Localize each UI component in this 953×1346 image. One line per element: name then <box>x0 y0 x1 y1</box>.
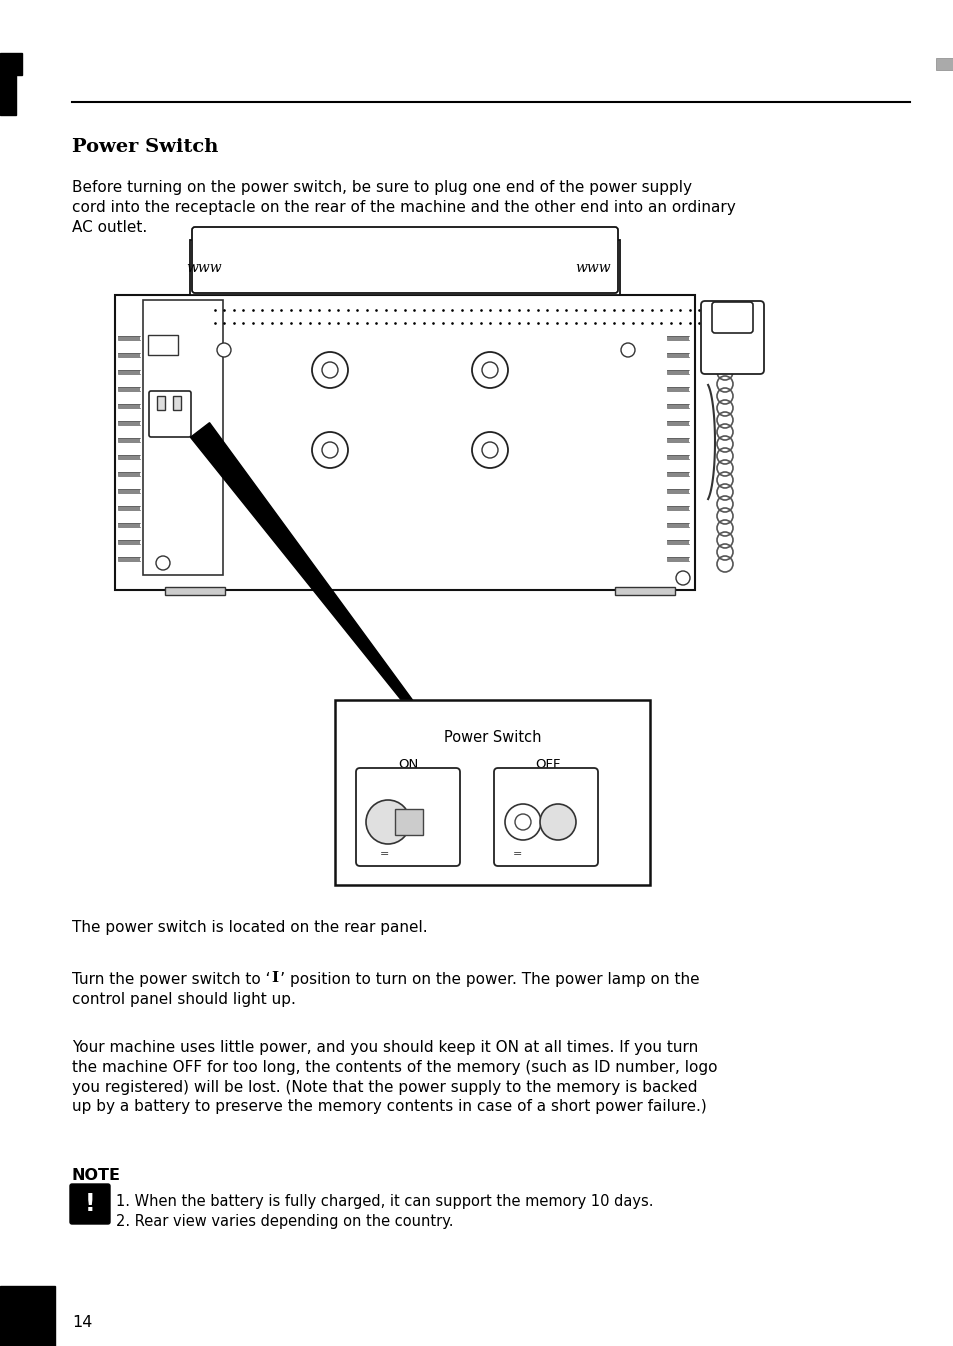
Bar <box>666 370 688 374</box>
Text: The power switch is located on the rear panel.: The power switch is located on the rear … <box>71 921 427 935</box>
Text: Turn the power switch to ‘  ’ position to turn on the power. The power lamp on t: Turn the power switch to ‘ ’ position to… <box>71 972 699 1007</box>
Text: www: www <box>575 261 610 275</box>
Bar <box>118 404 140 408</box>
Bar <box>395 809 422 835</box>
Circle shape <box>676 571 689 586</box>
Text: Your machine uses little power, and you should keep it ON at all times. If you t: Your machine uses little power, and you … <box>71 1040 717 1114</box>
FancyBboxPatch shape <box>192 227 618 293</box>
Bar <box>118 370 140 374</box>
Text: NOTE: NOTE <box>71 1168 121 1183</box>
Text: 1. When the battery is fully charged, it can support the memory 10 days.: 1. When the battery is fully charged, it… <box>116 1194 653 1209</box>
Circle shape <box>472 353 507 388</box>
Text: ON: ON <box>397 758 417 771</box>
Bar <box>148 335 178 355</box>
Bar <box>666 353 688 357</box>
FancyBboxPatch shape <box>711 302 752 332</box>
Text: I: I <box>271 970 278 985</box>
Circle shape <box>481 441 497 458</box>
Bar <box>0 61 16 114</box>
Bar <box>115 295 695 590</box>
FancyBboxPatch shape <box>700 302 763 374</box>
Polygon shape <box>191 423 433 732</box>
Bar <box>118 388 140 390</box>
Bar <box>118 557 140 561</box>
Bar <box>0 52 22 75</box>
Bar <box>118 472 140 476</box>
Bar <box>118 437 140 441</box>
Bar <box>666 489 688 493</box>
Bar <box>666 506 688 510</box>
Bar <box>118 455 140 459</box>
Bar <box>172 396 181 411</box>
Text: OFF: OFF <box>535 758 560 771</box>
Circle shape <box>515 814 531 830</box>
Bar <box>666 336 688 341</box>
Circle shape <box>472 432 507 468</box>
Bar <box>157 396 165 411</box>
FancyBboxPatch shape <box>70 1184 110 1224</box>
Text: =: = <box>513 849 522 859</box>
Bar <box>666 404 688 408</box>
Bar <box>666 421 688 425</box>
Bar <box>143 300 223 575</box>
Circle shape <box>620 343 635 357</box>
Text: 2. Rear view varies depending on the country.: 2. Rear view varies depending on the cou… <box>116 1214 453 1229</box>
Circle shape <box>539 804 576 840</box>
Bar <box>666 557 688 561</box>
Bar <box>666 437 688 441</box>
Text: !: ! <box>85 1193 95 1215</box>
Text: 14: 14 <box>71 1315 92 1330</box>
Circle shape <box>322 362 337 378</box>
Circle shape <box>504 804 540 840</box>
Bar <box>118 540 140 544</box>
Bar <box>190 240 619 295</box>
Text: =: = <box>379 849 389 859</box>
Bar <box>118 336 140 341</box>
Bar <box>118 489 140 493</box>
Text: Power Switch: Power Switch <box>71 139 218 156</box>
Bar <box>118 353 140 357</box>
Circle shape <box>322 441 337 458</box>
Circle shape <box>216 343 231 357</box>
Bar <box>0 1285 55 1346</box>
Circle shape <box>481 362 497 378</box>
Text: Before turning on the power switch, be sure to plug one end of the power supply
: Before turning on the power switch, be s… <box>71 180 735 234</box>
Bar <box>165 587 225 595</box>
Bar <box>118 506 140 510</box>
Circle shape <box>312 353 348 388</box>
Bar <box>935 58 953 70</box>
Bar <box>666 524 688 528</box>
Text: www: www <box>186 261 221 275</box>
Bar <box>118 524 140 528</box>
Bar <box>335 700 649 886</box>
Circle shape <box>366 800 410 844</box>
Circle shape <box>312 432 348 468</box>
Bar <box>666 388 688 390</box>
Bar <box>666 455 688 459</box>
Bar <box>666 472 688 476</box>
Circle shape <box>156 556 170 569</box>
Text: Power Switch: Power Switch <box>443 730 540 744</box>
Bar <box>666 540 688 544</box>
FancyBboxPatch shape <box>149 390 191 437</box>
Bar <box>615 587 675 595</box>
FancyBboxPatch shape <box>494 769 598 865</box>
FancyBboxPatch shape <box>355 769 459 865</box>
Bar <box>118 421 140 425</box>
